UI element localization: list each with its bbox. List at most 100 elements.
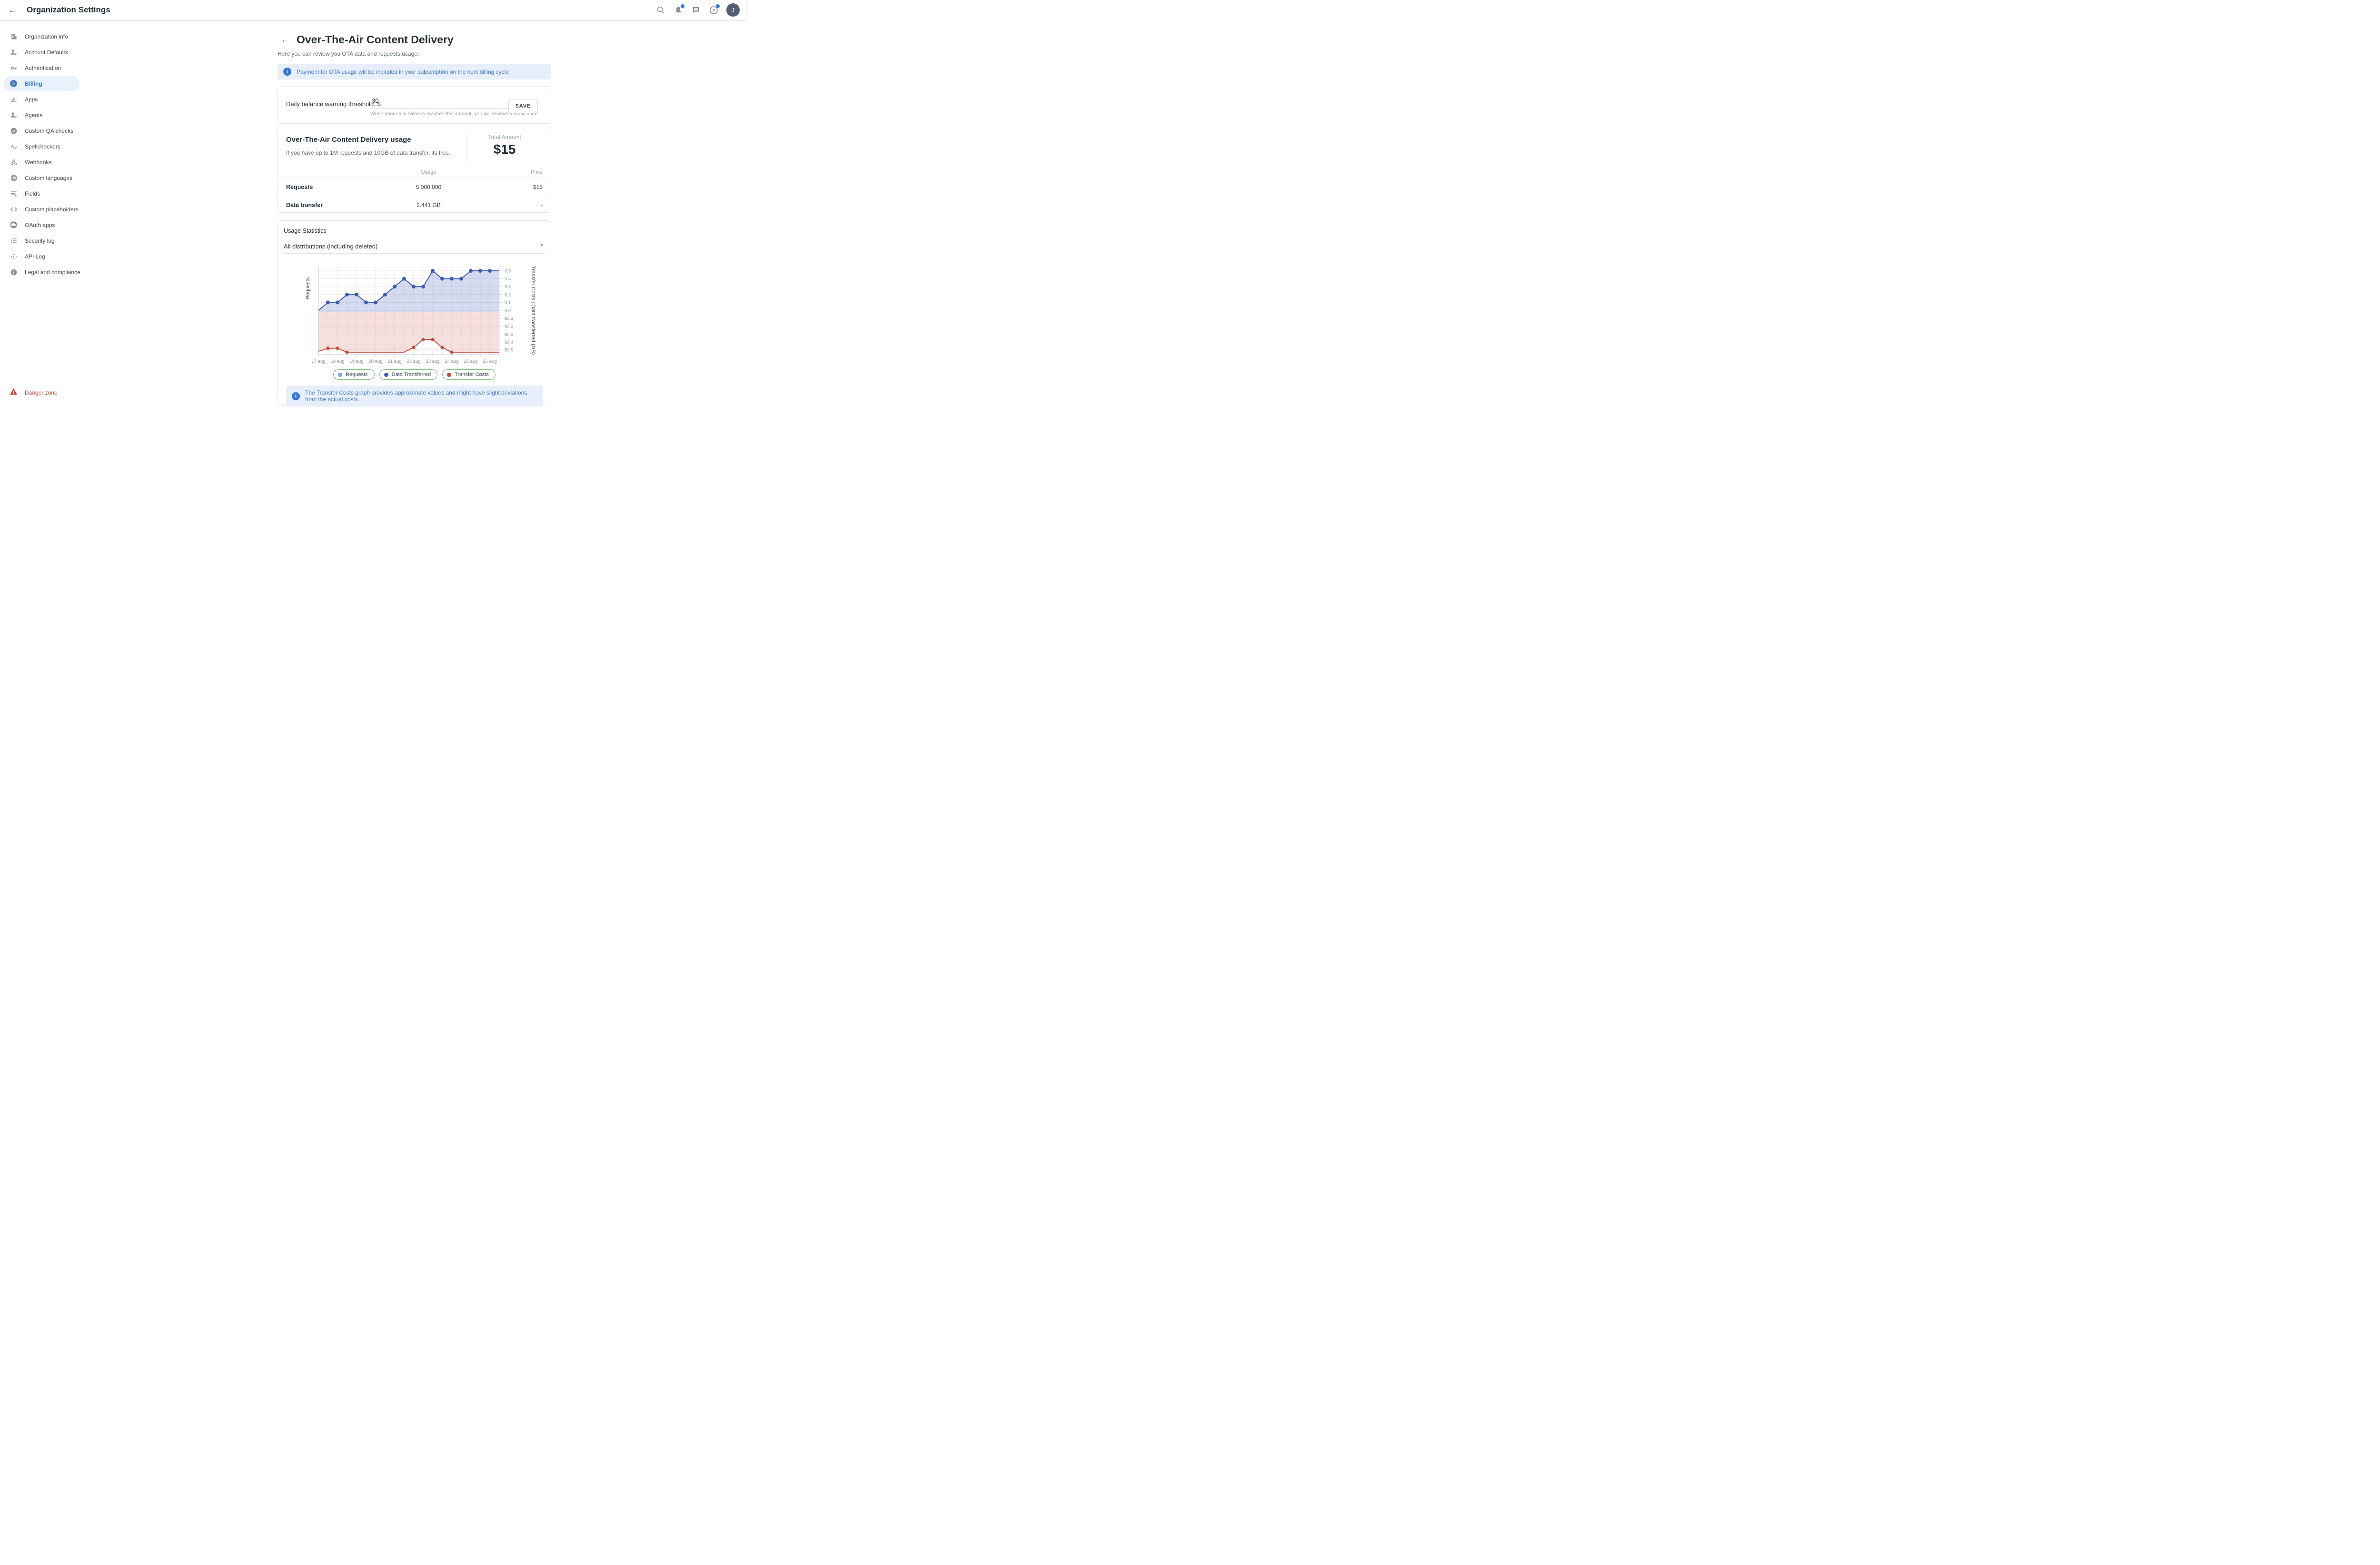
input-underline: [370, 108, 512, 109]
svg-text:26 aug: 26 aug: [483, 359, 496, 364]
threshold-input[interactable]: [372, 97, 505, 104]
sidebar-item-billing[interactable]: $ Billing: [0, 76, 82, 91]
back-arrow-icon[interactable]: ←: [8, 5, 17, 15]
svg-text:$: $: [12, 81, 15, 87]
top-bar: ← Organization Settings ? J: [0, 0, 746, 20]
user-gear-icon: [10, 48, 18, 56]
svg-text:24 aug: 24 aug: [445, 359, 458, 364]
row-name: Data transfer: [286, 201, 323, 208]
spellcheck-icon: A: [10, 142, 18, 150]
sidebar-item-label: OAuth apps: [25, 221, 55, 228]
column-header: Usage: [421, 169, 436, 175]
chevron-down-icon[interactable]: ▼: [539, 243, 544, 248]
sidebar-item-webhooks[interactable]: Webhooks: [0, 154, 82, 170]
banner-text: The Transfer Costs graph provides approx…: [305, 389, 527, 403]
svg-text:23 aug: 23 aug: [407, 359, 420, 364]
code-icon: [10, 205, 18, 213]
sidebar-item-label: Danger zone: [25, 389, 58, 396]
svg-text:A: A: [10, 144, 14, 149]
help-icon[interactable]: ?: [709, 4, 720, 15]
sidebar-item-danger-zone[interactable]: Danger zone: [10, 387, 58, 398]
info-circle-icon: [10, 268, 18, 276]
avatar[interactable]: J: [726, 3, 740, 17]
svg-text:21 aug: 21 aug: [387, 359, 401, 364]
sidebar-item-custom-placeholders[interactable]: Custom placeholders: [0, 201, 82, 217]
legend-label: Transfer Costs: [455, 372, 489, 377]
usage-card-title: Over-The-Air Content Delivery usage: [286, 136, 411, 144]
sidebar-item-label: Fields: [25, 190, 40, 197]
sidebar-item-label: Apps: [25, 96, 38, 103]
threshold-card: Daily balance warning threshold, $ When …: [278, 86, 551, 124]
svg-text:18 aug: 18 aug: [330, 359, 344, 364]
warning-triangle-icon: [10, 387, 18, 398]
legend-dot: [384, 372, 388, 377]
page-subtitle: Here you can review you OTA data and req…: [278, 50, 419, 57]
sidebar-item-legal-and-compliance[interactable]: Legal and compliance: [0, 264, 82, 280]
distribution-select[interactable]: All distributions (including deleted): [284, 243, 378, 250]
legend-item-transfer-costs[interactable]: Transfer Costs: [442, 369, 496, 380]
svg-text:?: ?: [712, 8, 715, 13]
sidebar-item-label: Account Defaults: [25, 49, 68, 56]
svg-text:$0.4: $0.4: [505, 340, 514, 345]
sidebar-item-agents[interactable]: Agents: [0, 107, 82, 123]
sidebar-item-security-log[interactable]: Security log: [0, 233, 82, 248]
legend-item-requests[interactable]: Requests: [333, 369, 375, 380]
sidebar-item-label: Agents: [25, 111, 43, 119]
sidebar-item-organization-info[interactable]: Organization info: [0, 29, 82, 44]
legend-label: Data Transferred: [391, 372, 431, 377]
sidebar-item-custom-qa-checks[interactable]: Custom QA checks: [0, 123, 82, 139]
sidebar-item-custom-languages[interactable]: Custom languages: [0, 170, 82, 186]
usage-statistics-card: Usage Statistics All distributions (incl…: [278, 220, 551, 406]
svg-text:Requests: Requests: [305, 277, 311, 299]
legend-item-data-transferred[interactable]: Data Transferred: [379, 369, 438, 380]
sidebar-item-api-log[interactable]: API Log: [0, 248, 82, 264]
page-back-arrow-icon[interactable]: ←: [281, 35, 289, 44]
sidebar-item-label: Spellcheckers: [25, 143, 60, 150]
page-title: Over-The-Air Content Delivery: [297, 33, 454, 46]
row-price: -: [541, 201, 543, 208]
sidebar-item-authentication[interactable]: Authentication: [0, 60, 82, 76]
legend-label: Requests: [346, 372, 368, 377]
column-header: Price: [530, 169, 543, 175]
search-icon[interactable]: [656, 5, 665, 15]
sidebar-item-label: API Log: [25, 253, 45, 260]
sidebar-item-apps[interactable]: Apps: [0, 91, 82, 107]
page-header: ← Over-The-Air Content Delivery: [278, 33, 551, 46]
help-badge: [716, 4, 720, 8]
notification-badge: [681, 4, 684, 8]
sidebar-item-label: Legal and compliance: [25, 268, 80, 276]
info-icon: i: [283, 68, 291, 76]
sidebar-item-label: Billing: [25, 80, 42, 87]
api-icon: [10, 252, 18, 260]
usage-table: Usage Price Requests 5 000 000 $15 Data trans…: [278, 167, 551, 214]
billing-info-banner: i Payment for OTA usage will be included…: [278, 64, 551, 79]
globe-icon: [10, 174, 18, 182]
download-icon: [10, 95, 18, 103]
sidebar-item-label: Authentication: [25, 64, 61, 71]
table-row: Data transfer 2.441 GB -: [278, 196, 551, 214]
sidebar-item-spellcheckers[interactable]: A Spellcheckers: [0, 139, 82, 154]
table-header-row: Usage Price: [278, 167, 551, 178]
usage-chart: 0.5 0.4 0.3 0.2 0.1 0.0 $0.1 $0.2 $0.3 $0.4 $0.5 17…: [278, 265, 552, 366]
sidebar-item-label: Custom placeholders: [25, 206, 79, 213]
legend-dot: [338, 372, 343, 377]
row-price: $15: [533, 183, 543, 190]
transfer-costs-info-banner: i The Transfer Costs graph provides appr…: [286, 386, 543, 406]
building-icon: [10, 32, 18, 40]
table-row: Requests 5 000 000 $15: [278, 178, 551, 196]
user-gear-icon: [10, 111, 18, 119]
key-icon: [10, 64, 18, 72]
sidebar-item-oauth-apps[interactable]: OAuth apps: [0, 217, 82, 233]
svg-text:$0.2: $0.2: [505, 324, 514, 329]
chat-icon[interactable]: [691, 5, 701, 15]
svg-text:0.5: 0.5: [505, 269, 511, 274]
chart-legend: Requests Data Transferred Transfer Costs: [278, 369, 551, 380]
save-button[interactable]: SAVE: [508, 99, 538, 113]
svg-text:$0.5: $0.5: [505, 348, 514, 353]
sidebar-item-account-defaults[interactable]: Account Defaults: [0, 44, 82, 60]
notifications-icon[interactable]: [674, 4, 684, 15]
svg-text:0.4: 0.4: [505, 277, 511, 282]
check-circle-icon: [10, 127, 18, 135]
sidebar-item-fields[interactable]: Fields: [0, 186, 82, 201]
svg-text:23 aug: 23 aug: [426, 359, 439, 364]
